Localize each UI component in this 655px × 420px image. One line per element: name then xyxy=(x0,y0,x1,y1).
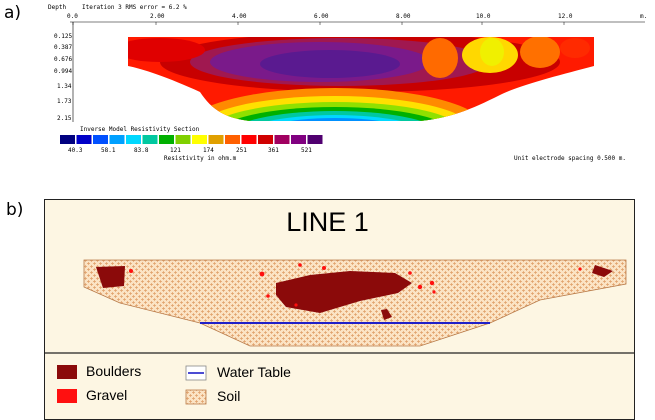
depth-tick-label: 1.34 xyxy=(57,83,72,90)
depth-tick-label: 1.73 xyxy=(57,98,72,105)
x-tick-label: 10.0 xyxy=(476,13,491,20)
colorbar-label: 521 xyxy=(301,147,312,154)
resistivity-section xyxy=(128,37,594,121)
colorbar-title: Inverse Model Resistivity Section xyxy=(80,126,200,133)
x-tick-label: 6.00 xyxy=(314,13,329,20)
soil-swatch xyxy=(185,389,207,405)
boulders-swatch xyxy=(57,365,77,379)
colorbar-label: 121 xyxy=(170,147,181,154)
soil-profile xyxy=(83,259,627,347)
colorbar-labels: 40.3 58.1 83.8 121 174 251 361 521 xyxy=(68,147,312,154)
panel-a-label: a) xyxy=(4,3,22,23)
colorbar-swatch xyxy=(159,135,174,144)
colorbar-swatch xyxy=(307,135,323,144)
colorbar-label: 83.8 xyxy=(134,147,149,154)
x-tick-label: 8.00 xyxy=(396,13,411,20)
colorbar-label: 361 xyxy=(268,147,279,154)
colorbar-unit: Resistivity in ohm.m xyxy=(164,155,237,162)
colorbar-swatch xyxy=(274,135,290,144)
legend-label-water-table: Water Table xyxy=(217,364,291,380)
x-tick-label: 4.00 xyxy=(232,13,247,20)
colorbar-swatch xyxy=(93,135,108,144)
depth-tick-label: 0.994 xyxy=(54,68,72,75)
colorbar-swatch xyxy=(60,135,75,144)
colorbar-swatch xyxy=(208,135,224,144)
iteration-header: Iteration 3 RMS error = 6.2 % xyxy=(82,4,187,11)
depth-header: Depth xyxy=(48,4,66,11)
legend-label-gravel: Gravel xyxy=(86,387,128,403)
colorbar-swatch xyxy=(142,135,158,144)
x-tick-label: 12.0 xyxy=(558,13,573,20)
colorbar-swatch xyxy=(126,135,141,144)
colorbar-swatch xyxy=(192,135,207,144)
legend-label-soil: Soil xyxy=(217,388,241,404)
depth-tick-label: 0.125 xyxy=(54,33,72,40)
legend-label-boulders: Boulders xyxy=(86,363,142,379)
colorbar-swatch xyxy=(175,135,191,144)
colorbar-swatch xyxy=(225,135,240,144)
colorbar-label: 251 xyxy=(236,147,247,154)
depth-tick-label: 0.676 xyxy=(54,56,72,63)
colorbar-swatch xyxy=(76,135,92,144)
gravel-swatch xyxy=(57,389,77,403)
colorbar-swatch xyxy=(258,135,273,144)
line-title: LINE 1 xyxy=(286,207,369,237)
resistivity-section-figure: Depth Iteration 3 RMS error = 6.2 % 0.0 … xyxy=(48,4,647,162)
colorbar-swatch xyxy=(109,135,125,144)
gravel xyxy=(129,263,582,307)
colorbar-label: 40.3 xyxy=(68,147,83,154)
colorbar-label: 174 xyxy=(203,147,214,154)
colorbar xyxy=(60,135,323,144)
colorbar-label: 58.1 xyxy=(101,147,116,154)
x-tick-label: 2.00 xyxy=(150,13,165,20)
electrode-spacing: Unit electrode spacing 0.500 m. xyxy=(514,155,626,162)
depth-tick-label: 2.15 xyxy=(57,115,72,122)
colorbar-swatch xyxy=(291,135,306,144)
depth-tick-label: 0.387 xyxy=(54,44,72,51)
x-axis-unit: m. xyxy=(640,13,647,20)
boulders xyxy=(96,265,613,320)
panel-b-label: b) xyxy=(6,200,24,220)
x-axis-ticks: 0.0 2.00 4.00 6.00 8.00 10.0 12.0 m. xyxy=(67,13,647,20)
depth-axis-ticks: 0.125 0.387 0.676 0.994 1.34 1.73 2.15 xyxy=(54,33,72,122)
interpretation-figure xyxy=(44,259,635,405)
colorbar-swatch xyxy=(241,135,257,144)
x-tick-label: 0.0 xyxy=(67,13,78,20)
